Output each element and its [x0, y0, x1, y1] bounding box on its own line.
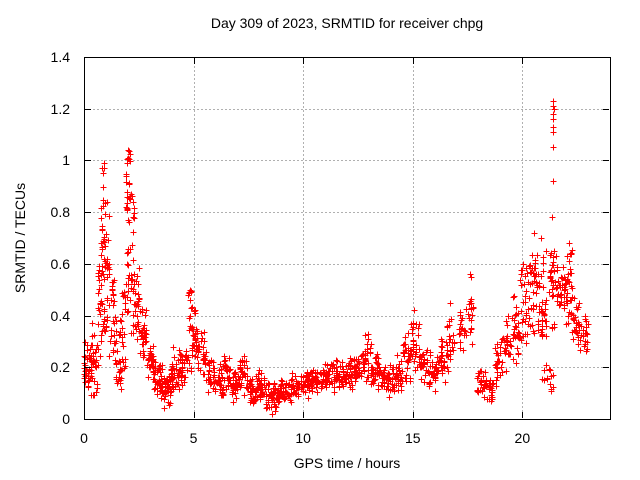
axis-ticks	[84, 57, 609, 420]
y-tick-label: 0.8	[50, 204, 70, 221]
scatter-points	[81, 98, 592, 418]
x-axis-label: GPS time / hours	[293, 455, 401, 471]
y-tick-label: 1	[62, 152, 70, 169]
y-tick-label: 0	[62, 411, 70, 427]
x-tick-label: 10	[295, 430, 311, 446]
y-tick-label: 1.2	[50, 100, 70, 117]
y-tick-label: 0.6	[50, 255, 70, 272]
y-tick-label: 0.4	[50, 307, 70, 324]
y-axis-label: SRMTID / TECUs	[12, 182, 28, 294]
x-tick-label: 15	[404, 430, 421, 446]
y-tick-label: 1.4	[50, 49, 70, 65]
plot-border	[84, 57, 611, 420]
x-tick-label: 5	[189, 430, 198, 446]
x-tick-label: 20	[514, 430, 531, 446]
x-tick-label: 0	[80, 430, 88, 446]
chart-title: Day 309 of 2023, SRMTID for receiver chp…	[210, 15, 484, 31]
y-tick-label: 0.2	[50, 359, 70, 376]
